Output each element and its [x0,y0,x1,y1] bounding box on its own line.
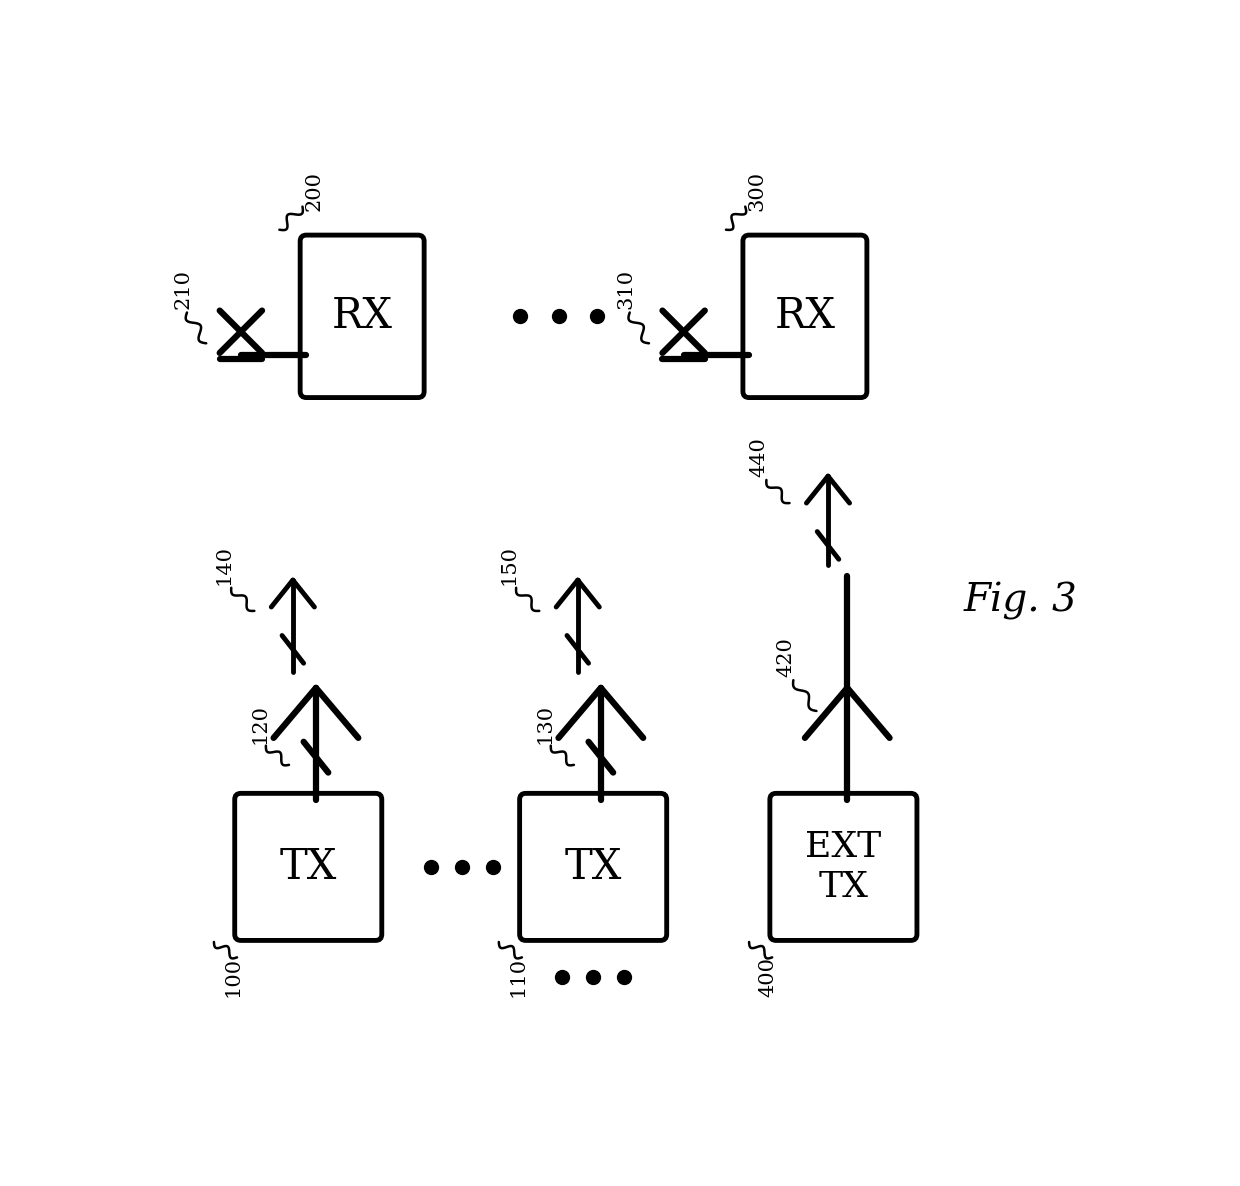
Text: 130: 130 [536,704,554,744]
Text: 420: 420 [776,637,795,677]
Text: 300: 300 [748,171,766,211]
Text: TX: TX [279,846,337,888]
Text: 310: 310 [616,269,635,310]
FancyBboxPatch shape [520,793,667,940]
Text: 110: 110 [508,957,527,996]
Text: RX: RX [331,295,393,337]
FancyBboxPatch shape [234,793,382,940]
Text: 140: 140 [215,544,233,585]
FancyBboxPatch shape [300,235,424,397]
Text: TX: TX [564,846,621,888]
Text: 120: 120 [250,704,269,744]
Text: RX: RX [775,295,836,337]
Text: 150: 150 [498,544,518,585]
FancyBboxPatch shape [770,793,916,940]
Text: 210: 210 [174,269,192,310]
Text: 100: 100 [223,957,243,996]
Text: Fig. 3: Fig. 3 [963,582,1078,620]
Text: 400: 400 [759,957,777,996]
Text: EXT
TX: EXT TX [805,830,882,904]
Text: 200: 200 [305,171,324,211]
Text: 440: 440 [749,436,769,477]
FancyBboxPatch shape [743,235,867,397]
